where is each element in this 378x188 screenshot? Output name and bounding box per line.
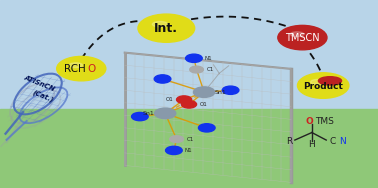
Text: N1: N1 — [184, 148, 192, 153]
Ellipse shape — [69, 63, 83, 68]
Text: H: H — [308, 140, 315, 149]
Ellipse shape — [310, 79, 325, 85]
Circle shape — [177, 96, 192, 103]
Circle shape — [186, 54, 202, 62]
Text: N: N — [339, 137, 346, 146]
Text: Sn1: Sn1 — [215, 90, 226, 95]
Ellipse shape — [290, 32, 304, 37]
Text: O1: O1 — [166, 97, 174, 102]
Text: ATlSnCN: ATlSnCN — [23, 75, 56, 93]
Text: O: O — [306, 117, 314, 126]
Ellipse shape — [57, 56, 106, 81]
Text: R: R — [286, 137, 292, 146]
Ellipse shape — [278, 25, 327, 50]
Text: Int.: Int. — [154, 22, 178, 35]
Text: C: C — [330, 137, 336, 146]
Ellipse shape — [297, 73, 349, 98]
Circle shape — [181, 101, 197, 108]
Text: TMSCN: TMSCN — [285, 33, 320, 43]
Text: (Cat.): (Cat.) — [32, 89, 55, 103]
Circle shape — [166, 146, 182, 155]
Circle shape — [222, 86, 239, 94]
Text: N1: N1 — [204, 56, 212, 61]
Ellipse shape — [152, 21, 168, 27]
Ellipse shape — [318, 77, 342, 85]
Text: O: O — [88, 64, 96, 74]
Text: Sn1: Sn1 — [143, 111, 155, 116]
Text: RCH: RCH — [64, 64, 86, 74]
Bar — [0, 0, 378, 109]
Ellipse shape — [138, 14, 195, 42]
Circle shape — [170, 136, 183, 143]
Text: TMS: TMS — [315, 117, 334, 126]
Text: C1: C1 — [207, 67, 214, 72]
Text: O1: O1 — [200, 102, 208, 107]
Circle shape — [194, 87, 215, 97]
Text: C1: C1 — [187, 137, 194, 142]
Bar — [0, 109, 378, 188]
Circle shape — [198, 124, 215, 132]
Circle shape — [132, 112, 148, 121]
Circle shape — [190, 66, 203, 73]
Text: Product: Product — [303, 82, 343, 91]
Circle shape — [155, 108, 176, 119]
Circle shape — [154, 75, 171, 83]
